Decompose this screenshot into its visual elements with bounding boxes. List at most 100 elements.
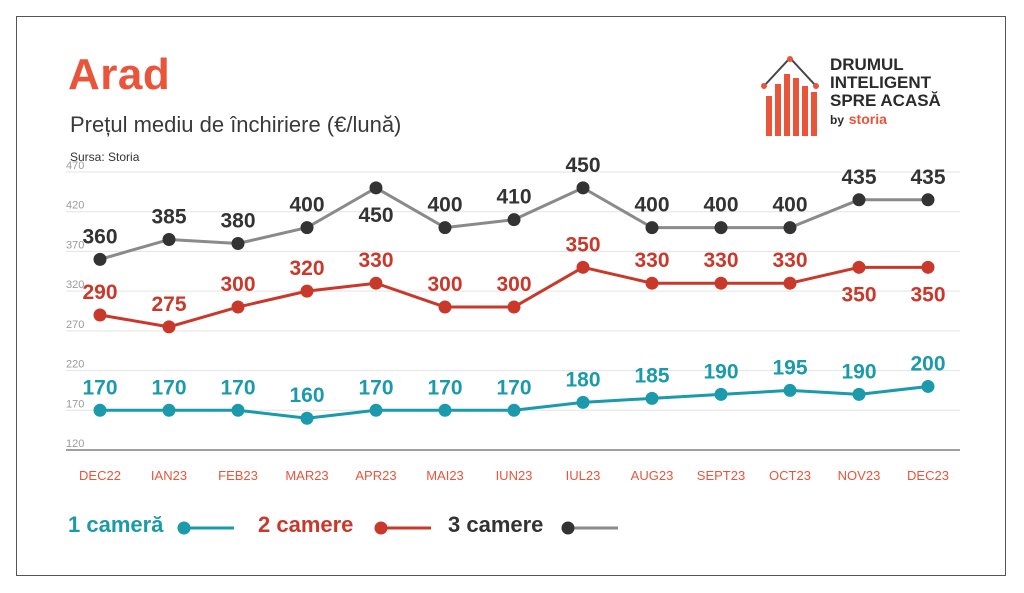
- data-point: [300, 284, 314, 298]
- data-point: [714, 387, 728, 401]
- data-label: 400: [703, 194, 738, 217]
- data-label: 330: [634, 249, 669, 272]
- data-label: 300: [427, 273, 462, 296]
- data-point: [369, 403, 383, 417]
- y-tick-label: 320: [66, 279, 84, 291]
- data-point: [645, 391, 659, 405]
- legend-item-2-camere: 2 camere: [258, 512, 353, 538]
- data-point: [921, 193, 935, 207]
- data-label: 330: [772, 249, 807, 272]
- data-point: [438, 221, 452, 235]
- data-point: [852, 387, 866, 401]
- y-tick-label: 170: [66, 398, 84, 410]
- data-point: [93, 252, 107, 266]
- y-tick-label: 420: [66, 200, 84, 212]
- data-point: [783, 383, 797, 397]
- x-tick-label: DEC22: [79, 468, 121, 483]
- data-point: [162, 320, 176, 334]
- legend-marker-3: [561, 521, 575, 535]
- data-point: [921, 260, 935, 274]
- data-point: [852, 260, 866, 274]
- data-point: [162, 403, 176, 417]
- data-point: [783, 276, 797, 290]
- data-point: [231, 300, 245, 314]
- data-label: 190: [841, 360, 876, 383]
- chart-frame: [16, 16, 1006, 576]
- data-point: [645, 276, 659, 290]
- legend-marker-2: [374, 521, 388, 535]
- data-point: [438, 403, 452, 417]
- logo-line2: INTELIGENT: [830, 73, 932, 92]
- data-point: [231, 403, 245, 417]
- x-tick-label: OCT23: [769, 468, 811, 483]
- data-point: [714, 276, 728, 290]
- data-point: [507, 403, 521, 417]
- data-label: 170: [427, 376, 462, 399]
- y-tick-label: 470: [66, 160, 84, 172]
- y-tick-label: 370: [66, 239, 84, 251]
- data-label: 180: [565, 368, 600, 391]
- data-label: 385: [151, 206, 186, 229]
- source-note: Sursa: Storia: [70, 150, 140, 164]
- chart-subtitle: Prețul mediu de închiriere (€/lună): [70, 112, 402, 137]
- data-label: 170: [358, 376, 393, 399]
- data-label: 435: [910, 166, 945, 189]
- data-label: 330: [358, 249, 393, 272]
- data-label: 300: [496, 273, 531, 296]
- data-point: [231, 236, 245, 250]
- y-tick-label: 120: [66, 438, 84, 450]
- data-label: 200: [910, 352, 945, 375]
- data-point: [300, 221, 314, 235]
- data-label: 350: [565, 233, 600, 256]
- data-point: [714, 221, 728, 235]
- data-label: 435: [841, 166, 876, 189]
- data-label: 170: [82, 376, 117, 399]
- logo-brand: storia: [848, 111, 887, 127]
- x-tick-label: MAR23: [285, 468, 328, 483]
- storia-logo-icon: [761, 56, 819, 136]
- x-tick-label: DEC23: [907, 468, 949, 483]
- data-label: 160: [289, 384, 324, 407]
- data-label: 290: [82, 281, 117, 304]
- data-point: [93, 308, 107, 322]
- y-tick-label: 220: [66, 359, 84, 371]
- logo-line1: DRUMUL: [830, 55, 904, 74]
- x-tick-label: MAI23: [426, 468, 464, 483]
- legend-label-2: 2 camere: [258, 512, 354, 537]
- data-label: 400: [772, 194, 807, 217]
- data-label: 400: [427, 194, 462, 217]
- data-point: [438, 300, 452, 314]
- logo-text: DRUMUL INTELIGENT SPRE ACASĂ by storia: [830, 56, 941, 129]
- data-point: [507, 300, 521, 314]
- data-label: 190: [703, 360, 738, 383]
- data-point: [921, 379, 935, 393]
- legend-label-3: 3 camere: [448, 512, 544, 537]
- data-label: 400: [289, 194, 324, 217]
- data-point: [93, 403, 107, 417]
- data-point: [576, 395, 590, 409]
- data-label: 170: [151, 376, 186, 399]
- data-label: 170: [220, 376, 255, 399]
- legend-marker-1: [177, 521, 191, 535]
- chart-title: Arad: [68, 50, 171, 99]
- x-tick-label: FEB23: [218, 468, 258, 483]
- legend-item-1-camera: 1 cameră: [68, 512, 163, 538]
- data-label: 380: [220, 209, 255, 232]
- y-tick-label: 270: [66, 319, 84, 331]
- data-label: 330: [703, 249, 738, 272]
- data-label: 450: [565, 154, 600, 177]
- x-tick-label: IAN23: [151, 468, 187, 483]
- data-label: 170: [496, 376, 531, 399]
- x-tick-label: AUG23: [631, 468, 674, 483]
- logo-by: by: [830, 113, 845, 127]
- data-label: 320: [289, 257, 324, 280]
- data-point: [369, 181, 383, 195]
- legend-item-3-camere: 3 camere: [448, 512, 543, 538]
- logo-line3: SPRE ACASĂ: [830, 91, 941, 110]
- data-label: 195: [772, 356, 807, 379]
- data-label: 400: [634, 194, 669, 217]
- data-label: 275: [151, 293, 186, 316]
- data-point: [852, 193, 866, 207]
- data-point: [783, 221, 797, 235]
